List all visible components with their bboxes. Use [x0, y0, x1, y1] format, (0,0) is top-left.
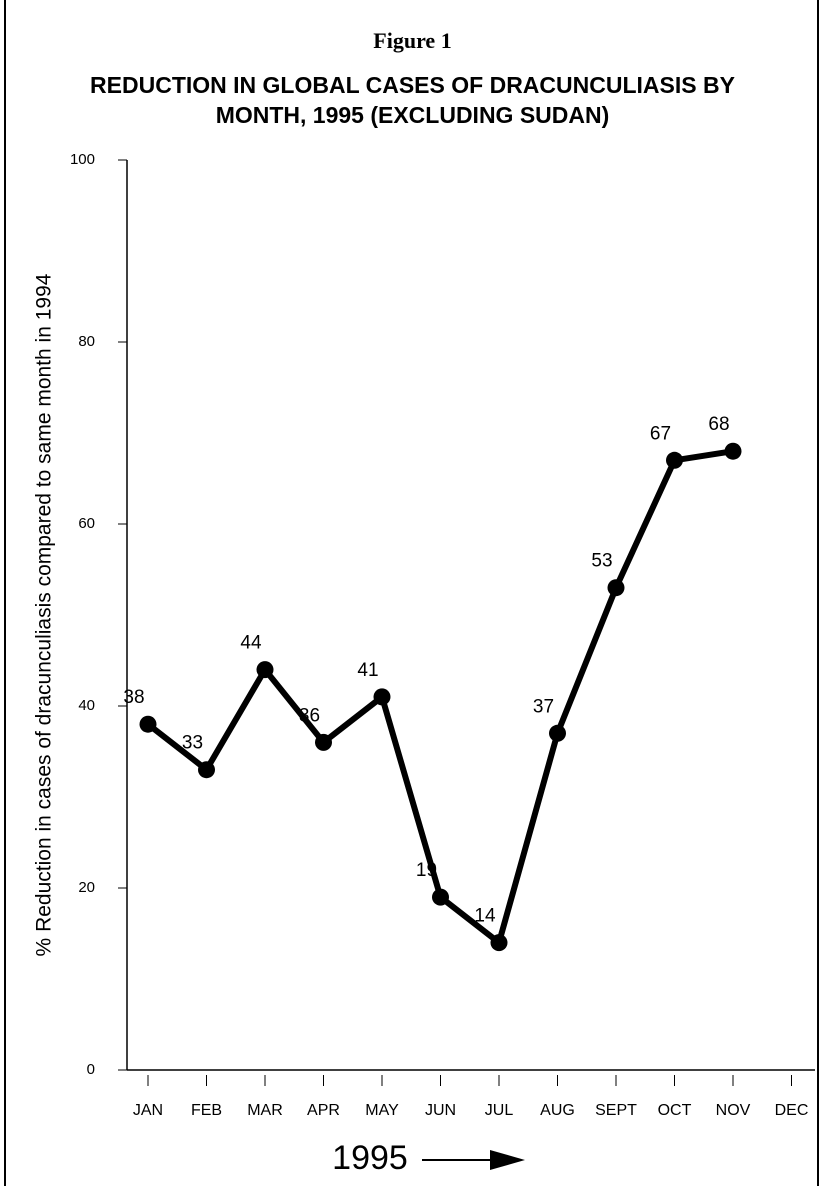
data-label: 19: [416, 860, 437, 881]
x-tick-label: OCT: [658, 1102, 692, 1119]
data-label: 44: [240, 633, 262, 654]
y-tick-label: 100: [70, 151, 95, 168]
frame: [4, 0, 819, 1186]
data-point: [432, 888, 449, 906]
data-point: [256, 661, 274, 679]
x-tick-label: NOV: [716, 1102, 751, 1119]
data-label: 37: [533, 696, 554, 717]
x-tick-label: MAR: [247, 1102, 283, 1119]
data-point: [724, 442, 742, 460]
data-label: 33: [182, 733, 203, 754]
x-tick-label: FEB: [191, 1102, 222, 1119]
x-tick-label: APR: [307, 1102, 340, 1119]
data-label: 36: [299, 705, 320, 726]
chart-title: REDUCTION IN GLOBAL CASES OF DRACUNCULIA…: [90, 72, 735, 128]
x-tick-label: AUG: [540, 1102, 575, 1119]
data-label: 68: [708, 414, 729, 435]
x-tick-label: SEPT: [595, 1102, 637, 1119]
arrow-head: [490, 1150, 525, 1170]
data-label: 67: [650, 423, 671, 444]
y-tick-label: 80: [78, 333, 95, 350]
x-tick-label: JUL: [485, 1102, 514, 1119]
y-tick-label: 0: [87, 1061, 95, 1078]
x-tick-label: JAN: [133, 1102, 163, 1119]
y-tick-label: 20: [78, 879, 95, 896]
data-point: [198, 761, 215, 779]
data-point: [490, 934, 508, 952]
y-tick-label: 60: [78, 515, 95, 532]
y-axis-label: % Reduction in cases of dracunculiasis c…: [33, 273, 56, 956]
data-label: 38: [123, 687, 144, 708]
data-label: 14: [474, 906, 496, 927]
data-point: [315, 733, 332, 751]
x-tick-label: DEC: [775, 1102, 809, 1119]
data-point: [666, 451, 683, 469]
supertitle: Figure 1: [373, 28, 452, 53]
x-axis-label: 1995: [332, 1139, 408, 1177]
y-tick-label: 40: [78, 697, 95, 714]
series-line: [146, 448, 734, 946]
x-tick-label: JUN: [425, 1102, 456, 1119]
data-label: 53: [591, 551, 612, 572]
x-tick-label: MAY: [365, 1102, 399, 1119]
data-point: [139, 715, 157, 733]
data-point: [549, 724, 566, 742]
data-point: [373, 688, 391, 706]
data-point: [607, 579, 625, 597]
data-label: 41: [357, 660, 378, 681]
